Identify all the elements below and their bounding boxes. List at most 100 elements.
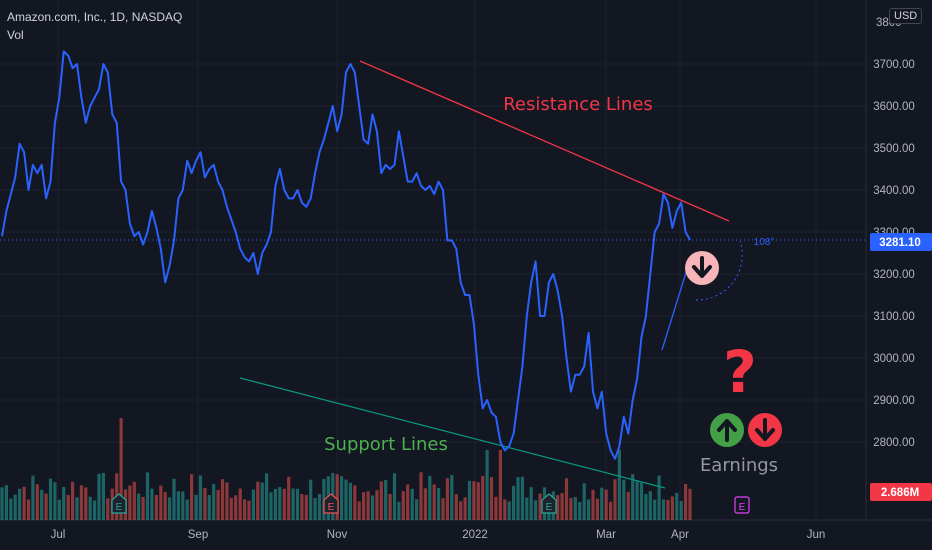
support-label: Support Lines bbox=[324, 434, 448, 455]
volume-bar bbox=[317, 493, 322, 520]
y-tick-label: 2900.00 bbox=[873, 395, 915, 407]
volume-bar bbox=[406, 484, 410, 520]
volume-bar bbox=[238, 488, 242, 520]
volume-bar bbox=[675, 492, 679, 520]
earnings-badge-frame bbox=[323, 493, 339, 514]
volume-bar bbox=[445, 478, 449, 520]
volume-bar bbox=[190, 474, 194, 520]
volume-bar bbox=[569, 497, 573, 520]
y-tick-label: 3100.00 bbox=[873, 311, 915, 323]
volume-bar bbox=[57, 499, 61, 520]
volume-bar bbox=[582, 483, 586, 520]
volume-bar bbox=[291, 488, 295, 520]
volume-bar bbox=[13, 494, 17, 520]
volume-bar bbox=[335, 474, 339, 520]
x-tick-label: Apr bbox=[671, 529, 689, 541]
volume-bar bbox=[31, 475, 35, 520]
volume-bar bbox=[573, 497, 577, 520]
volume-bar bbox=[437, 487, 441, 520]
volume-bar bbox=[273, 488, 277, 520]
volume-bar bbox=[459, 501, 463, 520]
symbol-title: Amazon.com, Inc., 1D, NASDAQ bbox=[7, 10, 183, 24]
volume-bar bbox=[176, 491, 180, 520]
volume-bar bbox=[529, 487, 533, 520]
earnings-event-badge[interactable]: E bbox=[111, 493, 127, 514]
volume-bar bbox=[379, 481, 383, 520]
volume-bar bbox=[278, 487, 282, 520]
volume-bar bbox=[304, 494, 308, 520]
volume-bar bbox=[481, 475, 485, 520]
question-mark: ? bbox=[723, 338, 757, 406]
volume-bar bbox=[428, 475, 432, 520]
volume-bar bbox=[243, 499, 247, 520]
chart-legend: Amazon.com, Inc., 1D, NASDAQ Vol bbox=[7, 9, 182, 43]
earnings-event-badge[interactable]: E bbox=[323, 493, 339, 514]
volume-bar bbox=[168, 497, 172, 520]
volume-bar bbox=[282, 488, 286, 520]
earnings-event-badge[interactable]: E bbox=[734, 496, 750, 514]
pink-down-arrow-icon bbox=[685, 251, 719, 285]
volume-bar bbox=[344, 479, 348, 520]
volume-bar bbox=[578, 502, 582, 520]
volume-bar bbox=[194, 494, 198, 520]
volume-bar bbox=[106, 498, 110, 520]
volume-bar bbox=[661, 499, 666, 520]
volume-bar bbox=[450, 475, 454, 520]
svg-text:2.686M: 2.686M bbox=[881, 487, 919, 499]
currency-button[interactable]: USD bbox=[889, 8, 923, 24]
volume-bar bbox=[313, 498, 317, 520]
volume-bar bbox=[141, 496, 145, 520]
earnings-badge-letter: E bbox=[328, 502, 335, 513]
price-line bbox=[1, 50, 691, 460]
earnings-event-badge[interactable]: E bbox=[541, 493, 557, 514]
resistance-line[interactable] bbox=[359, 60, 730, 222]
volume-bar bbox=[679, 501, 683, 520]
y-tick-label: 3200.00 bbox=[873, 269, 915, 281]
volume-bar bbox=[247, 500, 251, 520]
volume-bar bbox=[256, 481, 260, 520]
volume-bar bbox=[609, 501, 613, 520]
earnings-badge-frame bbox=[734, 496, 750, 514]
volume-bar bbox=[419, 472, 423, 520]
volume-bar bbox=[423, 488, 427, 520]
volume-bar bbox=[22, 486, 26, 520]
volume-bar bbox=[181, 491, 185, 520]
volume-bar bbox=[392, 473, 397, 520]
volume-bar bbox=[454, 494, 458, 520]
volume-bar bbox=[520, 476, 524, 520]
volume-bar bbox=[600, 487, 604, 520]
volume-bar bbox=[512, 485, 516, 520]
support-line[interactable] bbox=[239, 377, 666, 489]
volume-bar bbox=[476, 482, 480, 520]
volume-bar bbox=[397, 501, 401, 520]
y-tick-label: 3600.00 bbox=[873, 101, 915, 113]
volume-bar bbox=[463, 497, 467, 520]
angle-ray[interactable] bbox=[661, 265, 689, 351]
volume-bar bbox=[560, 493, 564, 520]
angle-arc bbox=[695, 240, 743, 301]
volume-bar bbox=[53, 482, 57, 520]
volume-bar bbox=[688, 488, 692, 520]
volume-bar bbox=[657, 475, 661, 520]
volume-bar bbox=[18, 488, 22, 520]
volume-bar bbox=[295, 488, 300, 520]
volume-bar bbox=[163, 492, 167, 520]
volume-bar bbox=[684, 484, 688, 520]
volume-bar bbox=[507, 501, 511, 520]
volume-bar bbox=[653, 499, 657, 520]
volume-bar bbox=[97, 473, 101, 520]
volume-bar bbox=[587, 499, 591, 520]
volume-bar bbox=[498, 450, 502, 520]
volume-bar bbox=[366, 491, 370, 520]
volume-bar bbox=[4, 485, 8, 520]
volume-bar bbox=[265, 473, 269, 520]
volume-bar bbox=[185, 499, 189, 520]
volume-bar bbox=[9, 498, 13, 520]
time-axis[interactable]: Jul Sep Nov 2022 Mar Apr Jun bbox=[51, 529, 826, 541]
volume-bar bbox=[225, 482, 229, 520]
volume-bar bbox=[556, 495, 560, 520]
last-price-badge: 3281.10 bbox=[870, 233, 932, 251]
